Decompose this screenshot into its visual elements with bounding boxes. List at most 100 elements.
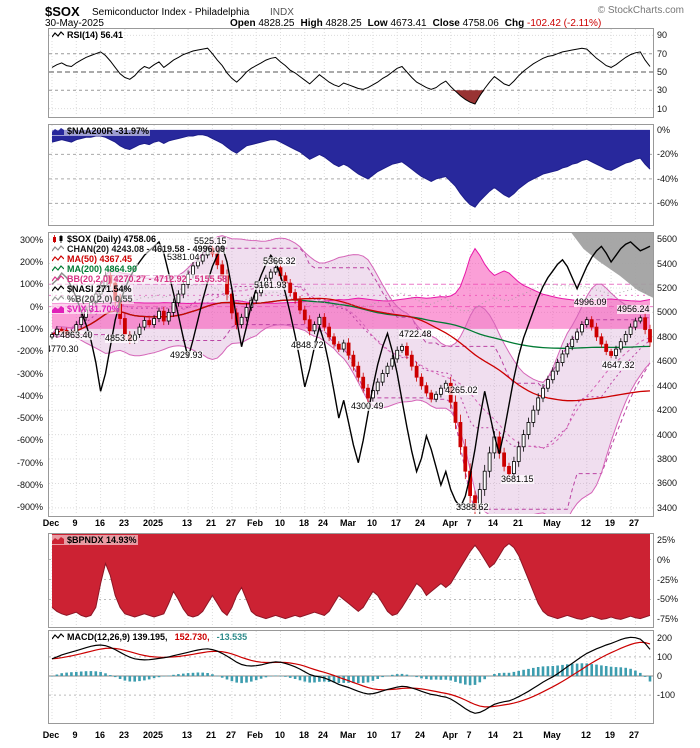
axis-label: -600% [16,435,43,445]
x-tick-label: 23 [118,518,129,528]
x-tick-label: Dec [42,730,60,740]
x-tick-label: 13 [181,730,192,740]
quote-label: Low [367,18,391,29]
axis-label: -500% [16,413,43,423]
x-tick-label: 21 [205,518,216,528]
quote-label: Chg [504,18,527,29]
bpndx-panel: $BPNDX 14.93% [48,533,654,628]
quote-line: Open 4828.25 High 4828.25 Low 4673.41 Close… [230,18,607,29]
x-tick-label: 17 [390,518,401,528]
x-tick-label: 18 [298,518,309,528]
axis-label: 10 [657,104,668,114]
axis-label: -100% [16,324,43,334]
axis-label: 4200 [657,405,678,415]
x-tick-label: Apr [442,518,458,528]
x-tick-label: 7 [466,730,472,740]
axis-label: 5000 [657,307,678,317]
x-tick-label: 21 [512,730,523,740]
price-annotation: 5381.04 [167,252,200,262]
x-tick-label: May [543,730,561,740]
chart-header: $SOX Semiconductor Index - Philadelphia … [0,0,700,29]
axis-label: -25% [657,575,679,585]
chart-date: 30-May-2025 [45,18,104,29]
x-tick-label: 17 [390,730,401,740]
price-annotation: 4722.48 [399,329,432,339]
x-tick-label: Apr [442,730,458,740]
quote-value: -102.42 (-2.11%) [526,18,602,29]
price-panel: $SOX (Daily) 4758.06 CHAN(20) 4243.08 - 4… [48,232,654,517]
axis-label: 4800 [657,332,678,342]
x-tick-label: 16 [94,518,105,528]
price-left-axis: 300% 200% 100% 0% -100% -200% -300% -400% -500% -… [0,233,46,514]
x-tick-label: Feb [246,730,263,740]
quote-value: 4828.25 [258,18,295,29]
price-right-axis: 5600 5400 5200 5000 4800 4600 4400 4200 4000 3800… [655,233,699,514]
axis-label: 4400 [657,381,678,391]
axis-label: 0% [657,125,671,135]
price-annotation: 4770.30 [48,344,79,354]
x-tick-label: 13 [181,518,192,528]
axis-label: 70 [657,49,668,59]
axis-label: -50% [657,594,679,604]
axis-label: 3800 [657,454,678,464]
quote-label: Open [230,18,259,29]
axis-label: 200 [657,633,673,643]
x-tick-label: 12 [580,730,591,740]
quote-value: 4673.41 [390,18,427,29]
price-annotation: 3681.15 [501,474,534,484]
axis-label: 90 [657,30,668,40]
naa200r-panel: $NAA200R -31.97% [48,124,654,226]
axis-label: -60% [657,198,679,208]
price-annotation: 5525.15 [194,236,227,246]
x-tick-label: 7 [466,518,472,528]
axis-label: 30 [657,85,668,95]
quote-value: 4828.25 [325,18,362,29]
axis-label: -40% [657,174,679,184]
axis-label: 4000 [657,430,678,440]
quote-value: 4758.06 [462,18,499,29]
x-tick-label: 14 [487,518,498,528]
stockcharts-credit: © StockCharts.com [597,5,684,16]
x-tick-label: 27 [225,518,236,528]
rsi-panel: RSI(14) 56.41 [48,28,654,118]
axis-label: 25% [657,535,676,545]
price-annotation: 5161.93 [254,280,287,290]
axis-label: 200% [19,257,43,267]
axis-label: 3400 [657,503,678,513]
axis-label: 0% [657,555,671,565]
x-tick-label: 19 [604,730,615,740]
x-tick-label: 9 [72,518,78,528]
axis-label: 100 [657,652,673,662]
naa200r-plot [49,125,653,223]
x-tick-label: 12 [580,518,591,528]
price-plot [49,233,653,514]
x-tick-label: May [543,518,561,528]
x-tick-label: 14 [487,730,498,740]
price-annotation: 4853.20 [105,333,138,343]
axis-label: -75% [657,614,679,624]
axis-label: -20% [657,149,679,159]
axis-label: 5600 [657,234,678,244]
price-annotation: 3388.62 [456,502,489,512]
axis-label: 300% [19,235,43,245]
rsi-plot [49,29,653,115]
x-tick-label: 10 [274,518,285,528]
axis-label: 5400 [657,259,678,269]
macd-axis: 200 100 0 -100 [655,631,699,721]
price-annotation: 5366.32 [263,256,296,266]
quote-label: High [300,18,326,29]
axis-label: 5200 [657,283,678,293]
symbol: $SOX [45,4,80,19]
x-tick-label: 2025 [142,730,164,740]
x-tick-label: 2025 [142,518,164,528]
price-annotation: 4929.93 [170,350,203,360]
x-tick-label: 27 [225,730,236,740]
quote-label: Close [432,18,463,29]
macd-plot [49,631,653,721]
x-tick-label: Dec [42,518,60,528]
price-annotation: 4265.02 [445,385,478,395]
x-tick-label: 27 [628,518,639,528]
rsi-axis: 90 70 50 30 10 [655,29,699,115]
x-tick-label: Mar [339,730,356,740]
x-tick-label: 24 [414,518,425,528]
